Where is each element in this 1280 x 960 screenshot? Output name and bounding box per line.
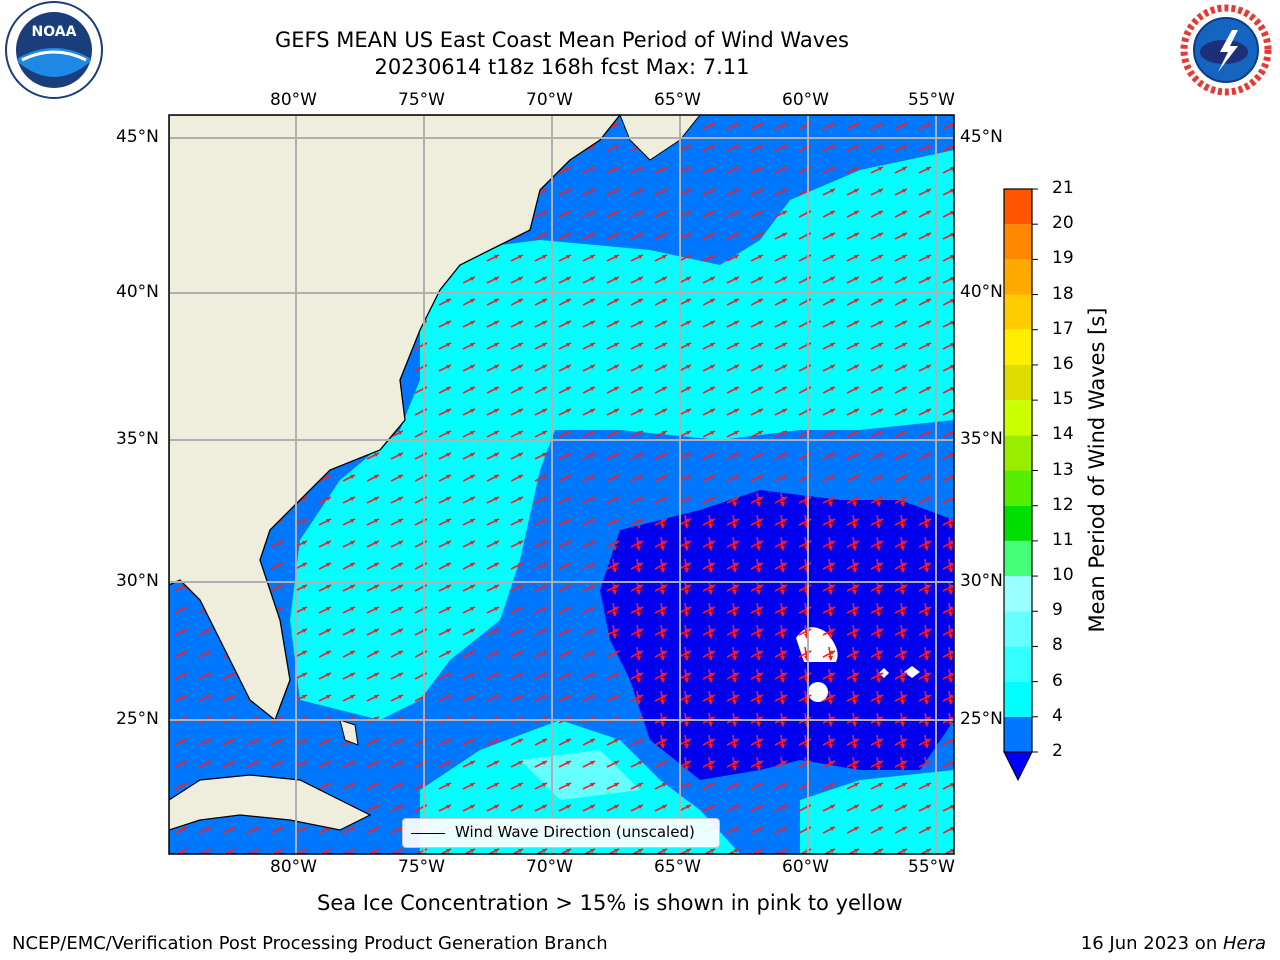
lat-label: 25°N: [960, 709, 1003, 729]
lon-label: 60°W: [782, 857, 829, 877]
map-frame: [168, 114, 955, 855]
colorbar-tick-label: 15: [1052, 389, 1074, 410]
colorbar-segment: [1004, 681, 1032, 717]
colorbar-segment: [1004, 576, 1032, 612]
lon-label: 55°W: [908, 857, 955, 877]
us-east-coast-land: [169, 115, 621, 722]
legend: Wind Wave Direction (unscaled): [402, 818, 720, 848]
lon-label: 75°W: [398, 90, 445, 110]
legend-label: Wind Wave Direction (unscaled): [455, 823, 695, 841]
date-text: 16 Jun 2023 on: [1080, 933, 1223, 954]
colorbar-tick-label: 19: [1052, 248, 1074, 269]
map-title: GEFS MEAN US East Coast Mean Period of W…: [275, 28, 849, 52]
colorbar-tick-label: 2: [1052, 741, 1063, 761]
colorbar-tick-label: 16: [1052, 353, 1074, 374]
ice-note: Sea Ice Concentration > 15% is shown in …: [317, 891, 903, 915]
lon-label: 75°W: [398, 857, 445, 877]
lon-label: 55°W: [908, 90, 955, 110]
lon-label: 60°W: [782, 90, 829, 110]
colorbar-tick-label: 17: [1052, 318, 1074, 339]
colorbar-tick-label: 8: [1052, 635, 1063, 656]
colorbar-tick-label: 9: [1052, 600, 1063, 621]
colorbar-segment: [1004, 329, 1032, 365]
graticule: [169, 115, 954, 854]
colorbar-tick-label: 4: [1052, 705, 1063, 726]
colorbar-tick-label: 13: [1052, 459, 1074, 480]
colorbar-segment: [1004, 259, 1032, 295]
noaa-logo: NOAA: [5, 1, 103, 99]
colorbar-segment: [1004, 540, 1032, 577]
colorbar-segment: [1004, 294, 1032, 330]
colorbar-tick-label: 18: [1052, 283, 1074, 304]
credit-text: NCEP/EMC/Verification Post Processing Pr…: [12, 933, 608, 954]
colorbar-segment: [1004, 611, 1032, 647]
colorbar-segment: [1004, 224, 1032, 260]
colorbar-tick-label: 21: [1052, 178, 1074, 198]
colorbar-segment: [1004, 189, 1032, 225]
colorbar-tick-label: 14: [1052, 424, 1074, 445]
date-stamp: 16 Jun 2023 on Hera: [1081, 933, 1266, 954]
colorbar-tick-label: 10: [1052, 565, 1074, 586]
colorbar-segment: [1004, 646, 1032, 682]
svg-text:NOAA: NOAA: [32, 24, 77, 40]
colorbar-segment: [1004, 364, 1032, 401]
lat-label: 40°N: [960, 282, 1003, 302]
lon-label: 70°W: [526, 90, 573, 110]
lat-label: 35°N: [960, 429, 1003, 449]
colorbar-segment: [1004, 400, 1032, 436]
lon-label: 80°W: [270, 857, 317, 877]
lon-label: 65°W: [654, 857, 701, 877]
bahamas-island: [339, 719, 359, 746]
colorbar-segment: [1004, 470, 1032, 506]
colorbar-tick-label: 20: [1052, 213, 1074, 234]
cuba-land: [169, 774, 372, 831]
legend-line-icon: [411, 833, 445, 834]
lat-label: 30°N: [116, 571, 159, 591]
lat-label: 35°N: [116, 429, 159, 449]
colorbar-tick-label: 12: [1052, 494, 1074, 515]
colorbar-segment: [1004, 435, 1032, 471]
lat-label: 45°N: [116, 127, 159, 147]
colorbar-segment: [1004, 716, 1032, 752]
lon-label: 80°W: [270, 90, 317, 110]
lat-label: 25°N: [116, 709, 159, 729]
lat-label: 40°N: [116, 282, 159, 302]
colorbar: [1003, 188, 1038, 782]
lon-label: 65°W: [654, 90, 701, 110]
lon-label: 70°W: [526, 857, 573, 877]
colorbar-segment: [1004, 505, 1032, 541]
colorbar-tick-label: 11: [1052, 529, 1074, 550]
lat-label: 30°N: [960, 571, 1003, 591]
colorbar-title: Mean Period of Wind Waves [s]: [1085, 307, 1109, 633]
map-subtitle: 20230614 t18z 168h fcst Max: 7.11: [374, 55, 750, 79]
lat-label: 45°N: [960, 127, 1003, 147]
wind-wave-arrows-south: [600, 490, 954, 780]
colorbar-tick-label: 6: [1052, 670, 1063, 691]
machine-name: Hera: [1222, 933, 1266, 954]
nws-logo: [1180, 4, 1272, 96]
colorbar-under-triangle: [1003, 751, 1033, 782]
